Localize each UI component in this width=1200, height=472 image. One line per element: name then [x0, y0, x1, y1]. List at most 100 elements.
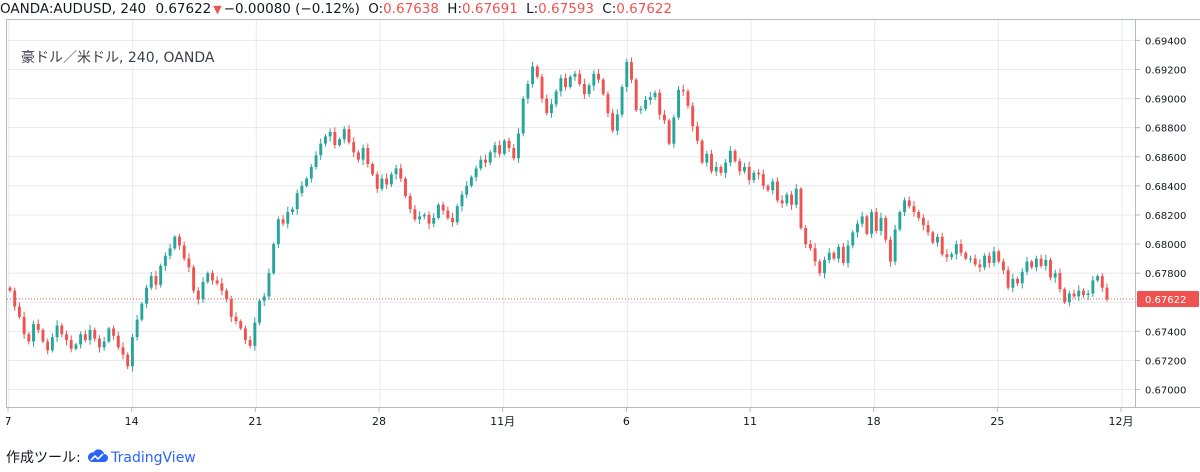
candle [1067, 290, 1071, 307]
candle-body [309, 166, 313, 179]
candle [484, 154, 487, 168]
candle-body [681, 89, 685, 92]
candle-body [813, 248, 817, 262]
price-tick-label: 0.69200 [1145, 65, 1186, 76]
time-axis[interactable]: 7 14 21 28 11月 6 11 18 25 12月 [6, 408, 1136, 436]
candle [540, 73, 544, 103]
candle-body [856, 223, 859, 233]
candle-body [531, 66, 535, 85]
candle-body [672, 117, 676, 144]
candle-body [1081, 290, 1085, 295]
candle [658, 89, 662, 120]
candle [634, 77, 638, 112]
candle [243, 325, 247, 345]
candle-body [615, 114, 619, 131]
symbol-interval[interactable]: OANDA:AUDUSD, 240 [0, 1, 147, 17]
candle-body [69, 340, 73, 349]
candle-body [234, 316, 238, 322]
candle-body [436, 204, 440, 218]
open-value: 0.67638 [383, 1, 439, 17]
candle-body [903, 200, 907, 213]
candle-body [969, 258, 972, 260]
candle [1006, 266, 1010, 291]
candle-body [507, 140, 511, 149]
candle-body [766, 185, 770, 191]
candle [286, 206, 290, 229]
candle-body [356, 152, 360, 160]
candle-body [653, 92, 657, 98]
candle-body [408, 196, 412, 210]
candle [413, 205, 417, 222]
candle [573, 70, 577, 81]
candle [342, 126, 346, 144]
candle [267, 268, 271, 300]
candle-body [841, 246, 845, 263]
candle-body [559, 78, 563, 92]
candle [1039, 254, 1043, 269]
candle [874, 207, 878, 234]
time-tick-label: 25 [990, 415, 1004, 428]
candle-body [917, 212, 921, 218]
chart-pane[interactable]: 豪ドル／米ドル, 240, OANDA [6, 19, 1136, 408]
candle-body [1001, 261, 1005, 271]
candlestick-plot[interactable] [7, 20, 1135, 407]
candle-body [446, 210, 450, 218]
candle-body [178, 236, 181, 246]
candle [338, 137, 342, 147]
candle-body [347, 129, 351, 143]
candle-body [323, 136, 327, 144]
candle [813, 243, 817, 267]
candle-body [992, 251, 996, 263]
candle-body [898, 212, 902, 230]
candle-body [954, 244, 958, 255]
candle [112, 325, 116, 340]
candle-body [912, 206, 916, 213]
candle-body [126, 354, 130, 367]
candle [757, 169, 761, 180]
candle [1105, 283, 1109, 302]
candle-body [1025, 261, 1029, 272]
price-tick-label: 0.67800 [1145, 269, 1186, 280]
candle [606, 91, 610, 118]
candle [375, 171, 379, 193]
candle [281, 215, 285, 227]
candle-body [1058, 273, 1062, 290]
last-price-tag-label: 0.67622 [1145, 295, 1186, 306]
candle [130, 333, 134, 372]
candle [210, 270, 214, 285]
candle [502, 139, 506, 156]
candle-body [116, 335, 120, 348]
price-tick-label: 0.68600 [1145, 153, 1186, 164]
price-tick-label: 0.68400 [1145, 182, 1186, 193]
candle [747, 161, 751, 185]
candle-body [606, 94, 610, 114]
price-axis[interactable]: 0.69400 0.69200 0.69000 0.68800 0.68600 0.684… [1136, 19, 1200, 408]
candle-body [983, 255, 987, 268]
candle-body [794, 188, 798, 205]
candle [234, 312, 238, 325]
candle-body [1063, 289, 1067, 303]
tradingview-link[interactable]: TradingView [111, 450, 196, 466]
candle [347, 125, 351, 145]
candle-body [823, 260, 826, 274]
candle-body [564, 78, 568, 87]
candle [1034, 255, 1038, 272]
candle-body [1034, 258, 1038, 268]
candle [60, 323, 64, 338]
candle [436, 203, 440, 220]
footer-prefix: 作成ツール: [6, 450, 81, 466]
candle-body [884, 217, 888, 240]
candle [969, 255, 972, 263]
candle [328, 128, 332, 142]
candle [799, 187, 803, 230]
candle-body [950, 254, 954, 258]
candle [201, 277, 205, 303]
candle-body [17, 306, 21, 317]
candle [554, 88, 558, 108]
candle-body [658, 92, 662, 115]
candle-body [818, 261, 822, 274]
candle [733, 149, 737, 163]
candle [196, 287, 200, 305]
candle [507, 137, 511, 153]
candle-body [1020, 271, 1024, 284]
